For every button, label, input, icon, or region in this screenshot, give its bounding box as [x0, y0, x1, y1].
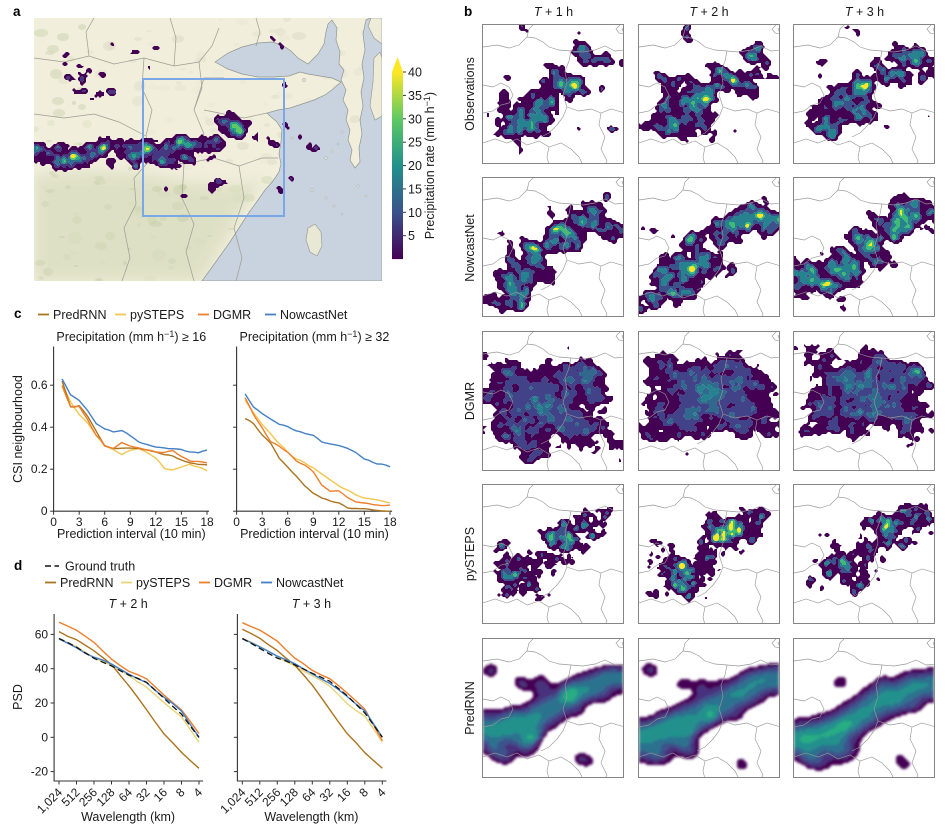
svg-text:PredRNN: PredRNN: [60, 576, 114, 590]
svg-text:10: 10: [408, 206, 422, 220]
svg-text:pySTEPS: pySTEPS: [130, 308, 184, 322]
svg-text:0.2: 0.2: [31, 462, 48, 476]
svg-text:Wavelength (km): Wavelength (km): [264, 810, 358, 824]
svg-text:15: 15: [408, 182, 422, 196]
svg-text:0: 0: [233, 515, 240, 529]
svg-text:0.6: 0.6: [31, 378, 48, 392]
svg-text:20: 20: [408, 159, 422, 173]
svg-text:18: 18: [200, 515, 214, 529]
svg-text:4: 4: [190, 785, 205, 800]
svg-text:PredRNN: PredRNN: [463, 681, 477, 735]
svg-text:20: 20: [35, 696, 49, 710]
svg-text:d: d: [14, 558, 22, 573]
svg-text:Observations: Observations: [463, 57, 477, 131]
svg-text:12: 12: [149, 515, 163, 529]
svg-text:NowcastNet: NowcastNet: [280, 308, 348, 322]
svg-text:a: a: [13, 4, 21, 19]
svg-text:PredRNN: PredRNN: [53, 308, 107, 322]
svg-text:CSI neighbourhood: CSI neighbourhood: [11, 375, 25, 483]
svg-text:0.4: 0.4: [31, 420, 48, 434]
svg-text:16: 16: [151, 785, 171, 805]
svg-text:DGMR: DGMR: [213, 308, 251, 322]
svg-text:pySTEPS: pySTEPS: [463, 527, 477, 581]
svg-text:NowcastNet: NowcastNet: [276, 576, 344, 590]
svg-text:15: 15: [358, 515, 372, 529]
svg-text:b: b: [464, 4, 472, 19]
svg-text:8: 8: [173, 785, 188, 800]
svg-text:T + 3 h: T + 3 h: [292, 597, 331, 611]
svg-text:pySTEPS: pySTEPS: [136, 576, 190, 590]
svg-text:T + 2 h: T + 2 h: [108, 597, 147, 611]
svg-text:5: 5: [408, 229, 415, 243]
svg-text:40: 40: [408, 66, 422, 80]
svg-text:NowcastNet: NowcastNet: [463, 214, 477, 282]
svg-text:40: 40: [35, 662, 49, 676]
svg-text:35: 35: [408, 89, 422, 103]
svg-text:Wavelength (km): Wavelength (km): [81, 810, 175, 824]
svg-text:c: c: [14, 306, 22, 321]
svg-text:DGMR: DGMR: [214, 576, 252, 590]
svg-text:60: 60: [35, 627, 49, 641]
svg-text:128: 128: [94, 785, 118, 809]
svg-text:PSD: PSD: [11, 684, 25, 710]
svg-text:-20: -20: [31, 765, 49, 779]
svg-text:30: 30: [408, 112, 422, 126]
svg-text:Ground truth: Ground truth: [65, 560, 135, 574]
svg-text:Precipitation (mm h−1) ≥ 16: Precipitation (mm h−1) ≥ 16: [56, 329, 206, 344]
svg-text:3: 3: [259, 515, 266, 529]
svg-text:0: 0: [41, 504, 48, 518]
svg-text:Precipitation rate (mm h−1): Precipitation rate (mm h−1): [422, 92, 437, 239]
svg-text:3: 3: [76, 515, 83, 529]
svg-text:Prediction interval (10 min): Prediction interval (10 min): [240, 527, 389, 541]
svg-text:6: 6: [101, 515, 108, 529]
svg-text:T + 3 h: T + 3 h: [845, 5, 884, 19]
svg-text:Precipitation (mm h−1) ≥ 32: Precipitation (mm h−1) ≥ 32: [239, 329, 389, 344]
svg-text:18: 18: [383, 515, 397, 529]
svg-text:4: 4: [374, 785, 389, 800]
svg-text:0: 0: [41, 730, 48, 744]
svg-text:0: 0: [50, 515, 57, 529]
svg-text:128: 128: [277, 785, 301, 809]
svg-text:6: 6: [284, 515, 291, 529]
svg-text:12: 12: [332, 515, 346, 529]
svg-text:9: 9: [310, 515, 317, 529]
svg-text:16: 16: [334, 785, 354, 805]
svg-text:25: 25: [408, 136, 422, 150]
svg-text:T + 2 h: T + 2 h: [689, 5, 728, 19]
svg-text:15: 15: [175, 515, 189, 529]
svg-text:DGMR: DGMR: [463, 382, 477, 420]
svg-text:Prediction interval (10 min): Prediction interval (10 min): [57, 527, 206, 541]
svg-text:9: 9: [127, 515, 134, 529]
svg-text:8: 8: [356, 785, 371, 800]
svg-text:T + 1 h: T + 1 h: [534, 5, 573, 19]
